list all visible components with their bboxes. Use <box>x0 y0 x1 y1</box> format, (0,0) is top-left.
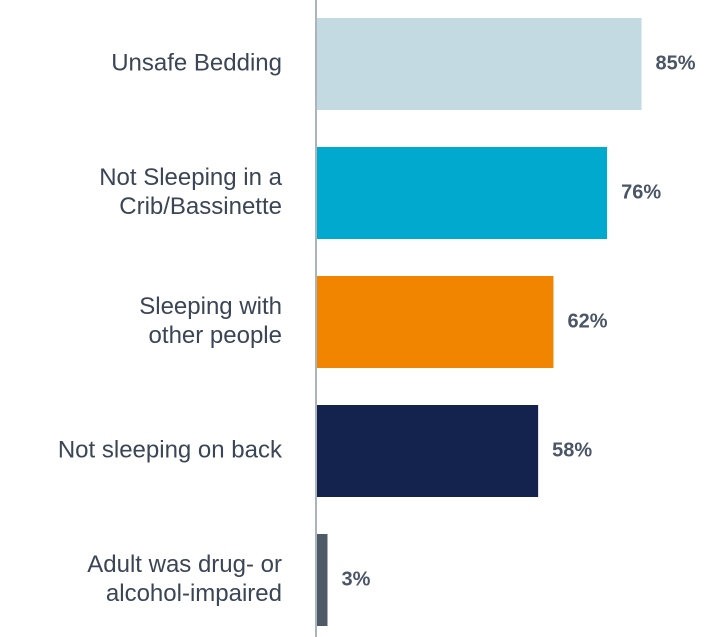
bars-group <box>316 18 642 626</box>
category-label-3: Not sleeping on back <box>58 436 283 463</box>
bar-3 <box>316 405 539 497</box>
category-label-0: Unsafe Bedding <box>111 49 282 76</box>
bar-4 <box>316 534 328 626</box>
category-label-line: other people <box>149 322 282 349</box>
bar-2 <box>316 276 554 368</box>
category-label-line: Adult was drug- or <box>87 551 282 578</box>
value-label-1: 76% <box>621 181 661 203</box>
bar-0 <box>316 18 642 110</box>
category-label-line: Not Sleeping in a <box>99 164 282 191</box>
value-label-2: 62% <box>567 310 607 332</box>
category-label-line: alcohol-impaired <box>106 580 282 607</box>
category-labels-group: Unsafe Bedding Not Sleeping in a Crib/Bass… <box>58 49 283 607</box>
category-label-line: Unsafe Bedding <box>111 49 282 76</box>
value-labels-group: 85% 76% 62% 58% 3% <box>341 52 695 590</box>
category-label-2: Sleeping with other people <box>139 293 282 349</box>
value-label-0: 85% <box>656 52 696 74</box>
value-label-3: 58% <box>552 439 592 461</box>
value-label-4: 3% <box>341 568 370 590</box>
bar-1 <box>316 147 608 239</box>
category-label-line: Not sleeping on back <box>58 436 283 463</box>
category-label-line: Sleeping with <box>139 293 282 320</box>
category-label-1: Not Sleeping in a Crib/Bassinette <box>99 164 282 220</box>
category-label-4: Adult was drug- or alcohol-impaired <box>87 551 282 607</box>
category-label-line: Crib/Bassinette <box>119 193 282 220</box>
